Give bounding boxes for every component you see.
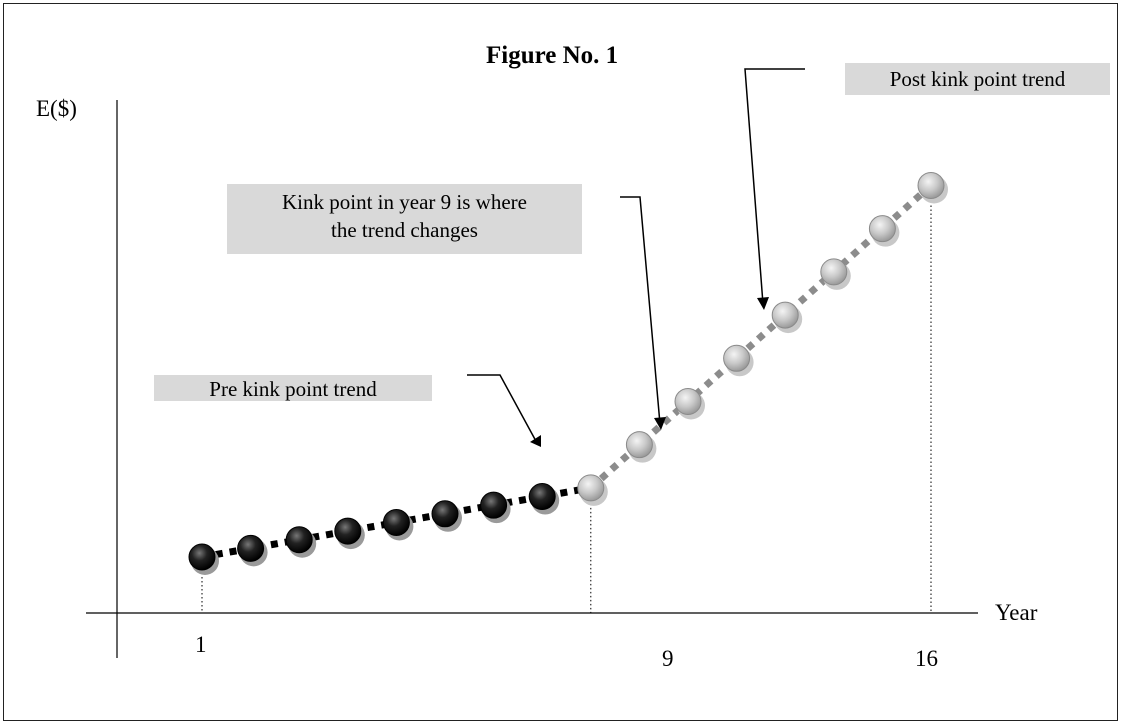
arrow-post-kink-head bbox=[757, 297, 769, 310]
arrow-pre-kink bbox=[467, 374, 538, 444]
data-point-year-8 bbox=[528, 483, 556, 511]
data-point-year-9 bbox=[577, 474, 605, 502]
chart-title: Figure No. 1 bbox=[486, 42, 619, 69]
data-point-year-2 bbox=[237, 534, 265, 562]
data-point-year-11 bbox=[674, 387, 702, 415]
data-point-year-4 bbox=[334, 517, 362, 545]
data-point-year-7 bbox=[480, 491, 508, 519]
data-point-year-14 bbox=[820, 258, 848, 286]
annotation-pre-kink: Pre kink point trend bbox=[154, 375, 432, 401]
x-tick-label-9: 9 bbox=[662, 646, 674, 671]
annotation-kink-line-2: the trend changes bbox=[331, 218, 478, 242]
data-point-year-3 bbox=[285, 526, 313, 554]
arrow-pre-kink-head bbox=[530, 435, 541, 447]
x-tick-label-1: 1 bbox=[195, 632, 207, 657]
data-point-year-13 bbox=[771, 301, 799, 329]
figure-frame bbox=[3, 3, 1118, 721]
data-point-year-6 bbox=[431, 500, 459, 528]
data-point-year-16 bbox=[917, 171, 945, 199]
annotation-kink-line-1: Kink point in year 9 is where bbox=[282, 190, 527, 214]
annotation-post-kink: Post kink point trend bbox=[845, 63, 1110, 95]
data-point-year-15 bbox=[868, 215, 896, 243]
arrow-post-kink bbox=[744, 68, 805, 305]
data-point-year-12 bbox=[723, 344, 751, 372]
data-point-year-10 bbox=[625, 431, 653, 459]
data-point-year-5 bbox=[382, 508, 410, 536]
x-tick-label-16: 16 bbox=[915, 646, 938, 671]
arrow-kink bbox=[620, 196, 661, 425]
x-axis-label: Year bbox=[995, 600, 1038, 625]
data-point-year-1 bbox=[188, 543, 216, 571]
arrow-kink-head bbox=[654, 417, 666, 430]
annotation-kink-point: Kink point in year 9 is where the trend … bbox=[227, 184, 582, 254]
y-axis-label: E($) bbox=[36, 96, 77, 121]
